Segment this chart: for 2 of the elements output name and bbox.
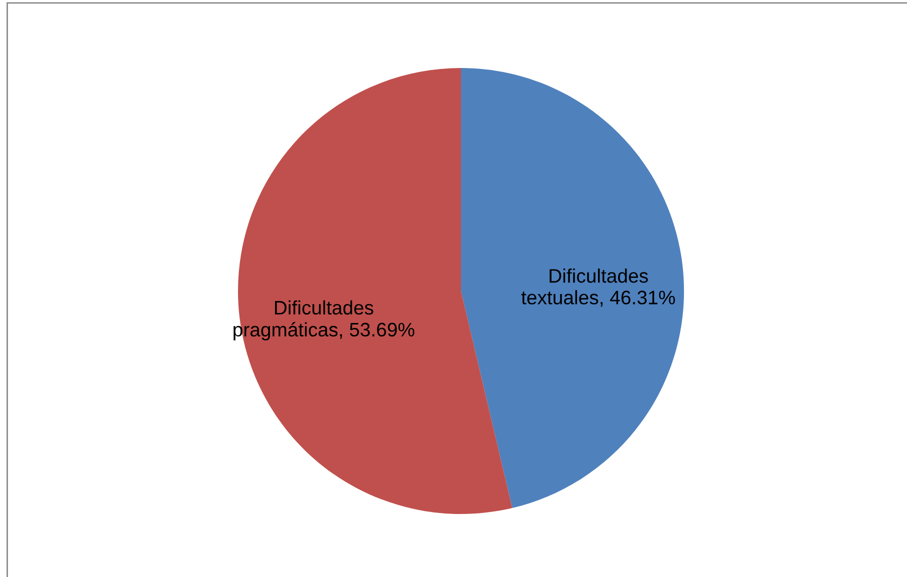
slice-label: Dificultades textuales, 46.31% [521, 268, 675, 307]
pie-slice [461, 68, 684, 508]
